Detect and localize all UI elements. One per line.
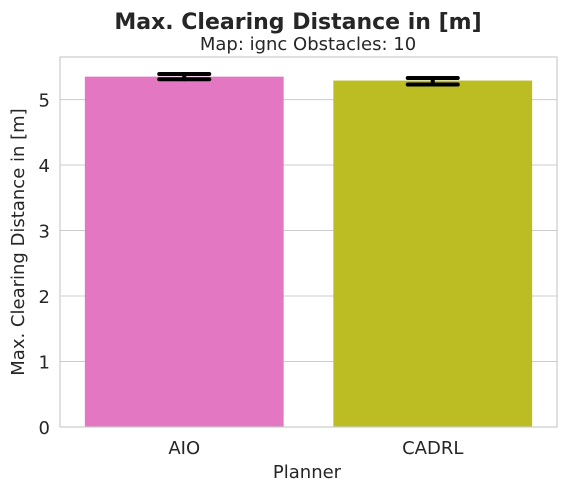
bars: [84, 76, 533, 427]
x-axis-label: Planner: [273, 462, 342, 483]
chart-subtitle: Map: ignc Obstacles: 10: [200, 34, 416, 55]
y-tick-label-2: 2: [39, 287, 50, 308]
chart-title: Max. Clearing Distance in [m]: [114, 10, 481, 35]
error-bars: [157, 72, 460, 87]
error-bar-aio: [157, 72, 212, 82]
x-tick-label-cadrl: CADRL: [402, 438, 463, 459]
x-tick-labels: AIO CADRL: [168, 438, 463, 459]
y-tick-label-1: 1: [39, 353, 50, 374]
y-tick-labels: 0 1 2 3 4 5: [39, 91, 50, 439]
bar-aio: [84, 76, 284, 427]
bar-cadrl: [333, 80, 533, 427]
error-bar-cadrl: [405, 75, 460, 87]
y-axis-label: Max. Clearing Distance in [m]: [8, 108, 29, 375]
y-tick-label-3: 3: [39, 222, 50, 243]
x-tick-label-aio: AIO: [168, 438, 200, 459]
y-tick-label-5: 5: [39, 91, 50, 112]
y-tick-label-4: 4: [39, 156, 50, 177]
plot-frame: [59, 56, 558, 428]
y-tick-label-0: 0: [39, 418, 50, 439]
